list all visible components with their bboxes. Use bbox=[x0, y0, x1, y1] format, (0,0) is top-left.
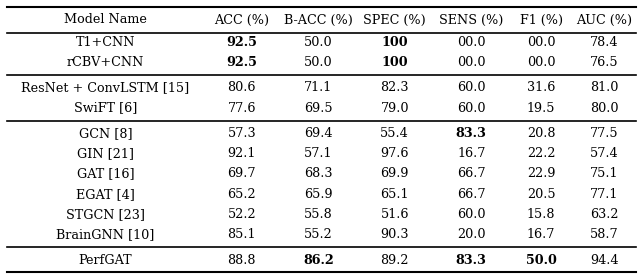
Text: 00.0: 00.0 bbox=[457, 36, 486, 49]
Text: SwiFT [6]: SwiFT [6] bbox=[74, 102, 137, 115]
Text: 90.3: 90.3 bbox=[381, 228, 409, 241]
Text: 22.2: 22.2 bbox=[527, 147, 556, 160]
Text: 82.3: 82.3 bbox=[381, 81, 409, 94]
Text: 79.0: 79.0 bbox=[381, 102, 409, 115]
Text: ACC (%): ACC (%) bbox=[214, 13, 269, 27]
Text: ResNet + ConvLSTM [15]: ResNet + ConvLSTM [15] bbox=[21, 81, 189, 94]
Text: 20.0: 20.0 bbox=[457, 228, 486, 241]
Text: GIN [21]: GIN [21] bbox=[77, 147, 134, 160]
Text: rCBV+CNN: rCBV+CNN bbox=[67, 56, 144, 69]
Text: F1 (%): F1 (%) bbox=[520, 13, 563, 27]
Text: GCN [8]: GCN [8] bbox=[79, 127, 132, 140]
Text: 00.0: 00.0 bbox=[527, 36, 556, 49]
Text: 63.2: 63.2 bbox=[590, 208, 619, 221]
Text: SPEC (%): SPEC (%) bbox=[364, 13, 426, 27]
Text: 71.1: 71.1 bbox=[304, 81, 332, 94]
Text: 65.9: 65.9 bbox=[304, 188, 333, 201]
Text: B-ACC (%): B-ACC (%) bbox=[284, 13, 353, 27]
Text: 88.8: 88.8 bbox=[228, 254, 256, 266]
Text: GAT [16]: GAT [16] bbox=[77, 167, 134, 181]
Text: 50.0: 50.0 bbox=[304, 36, 333, 49]
Text: 20.8: 20.8 bbox=[527, 127, 556, 140]
Text: 89.2: 89.2 bbox=[381, 254, 409, 266]
Text: 57.1: 57.1 bbox=[304, 147, 333, 160]
Text: 92.5: 92.5 bbox=[227, 56, 257, 69]
Text: 100: 100 bbox=[381, 56, 408, 69]
Text: 66.7: 66.7 bbox=[457, 167, 486, 181]
Text: 80.6: 80.6 bbox=[228, 81, 256, 94]
Text: 31.6: 31.6 bbox=[527, 81, 556, 94]
Text: 92.5: 92.5 bbox=[227, 36, 257, 49]
Text: 85.1: 85.1 bbox=[228, 228, 256, 241]
Text: 86.2: 86.2 bbox=[303, 254, 333, 266]
Text: 65.2: 65.2 bbox=[227, 188, 256, 201]
Text: 00.0: 00.0 bbox=[527, 56, 556, 69]
Text: 20.5: 20.5 bbox=[527, 188, 556, 201]
Text: SENS (%): SENS (%) bbox=[439, 13, 504, 27]
Text: 58.7: 58.7 bbox=[590, 228, 619, 241]
Text: 80.0: 80.0 bbox=[590, 102, 619, 115]
Text: PerfGAT: PerfGAT bbox=[79, 254, 132, 266]
Text: 66.7: 66.7 bbox=[457, 188, 486, 201]
Text: EGAT [4]: EGAT [4] bbox=[76, 188, 135, 201]
Text: 55.2: 55.2 bbox=[304, 228, 333, 241]
Text: BrainGNN [10]: BrainGNN [10] bbox=[56, 228, 155, 241]
Text: 19.5: 19.5 bbox=[527, 102, 556, 115]
Text: 77.1: 77.1 bbox=[590, 188, 619, 201]
Text: 92.1: 92.1 bbox=[228, 147, 256, 160]
Text: 55.4: 55.4 bbox=[380, 127, 409, 140]
Text: 60.0: 60.0 bbox=[457, 81, 486, 94]
Text: 83.3: 83.3 bbox=[456, 127, 486, 140]
Text: 52.2: 52.2 bbox=[227, 208, 256, 221]
Text: 57.3: 57.3 bbox=[227, 127, 256, 140]
Text: 76.5: 76.5 bbox=[590, 56, 619, 69]
Text: 60.0: 60.0 bbox=[457, 208, 486, 221]
Text: 50.0: 50.0 bbox=[525, 254, 557, 266]
Text: 16.7: 16.7 bbox=[527, 228, 556, 241]
Text: 100: 100 bbox=[381, 36, 408, 49]
Text: 55.8: 55.8 bbox=[304, 208, 333, 221]
Text: 83.3: 83.3 bbox=[456, 254, 486, 266]
Text: 00.0: 00.0 bbox=[457, 56, 486, 69]
Text: 69.7: 69.7 bbox=[228, 167, 256, 181]
Text: 57.4: 57.4 bbox=[590, 147, 619, 160]
Text: 94.4: 94.4 bbox=[590, 254, 619, 266]
Text: 68.3: 68.3 bbox=[304, 167, 333, 181]
Text: 51.6: 51.6 bbox=[381, 208, 409, 221]
Text: 15.8: 15.8 bbox=[527, 208, 556, 221]
Text: 22.9: 22.9 bbox=[527, 167, 556, 181]
Text: 69.5: 69.5 bbox=[304, 102, 333, 115]
Text: Model Name: Model Name bbox=[64, 13, 147, 27]
Text: T1+CNN: T1+CNN bbox=[76, 36, 135, 49]
Text: 77.6: 77.6 bbox=[228, 102, 256, 115]
Text: 69.9: 69.9 bbox=[381, 167, 409, 181]
Text: 50.0: 50.0 bbox=[304, 56, 333, 69]
Text: 97.6: 97.6 bbox=[381, 147, 409, 160]
Text: STGCN [23]: STGCN [23] bbox=[66, 208, 145, 221]
Text: 69.4: 69.4 bbox=[304, 127, 333, 140]
Text: 75.1: 75.1 bbox=[590, 167, 619, 181]
Text: 77.5: 77.5 bbox=[590, 127, 619, 140]
Text: 60.0: 60.0 bbox=[457, 102, 486, 115]
Text: 81.0: 81.0 bbox=[590, 81, 619, 94]
Text: 65.1: 65.1 bbox=[381, 188, 409, 201]
Text: 16.7: 16.7 bbox=[457, 147, 485, 160]
Text: 78.4: 78.4 bbox=[590, 36, 619, 49]
Text: AUC (%): AUC (%) bbox=[577, 13, 632, 27]
